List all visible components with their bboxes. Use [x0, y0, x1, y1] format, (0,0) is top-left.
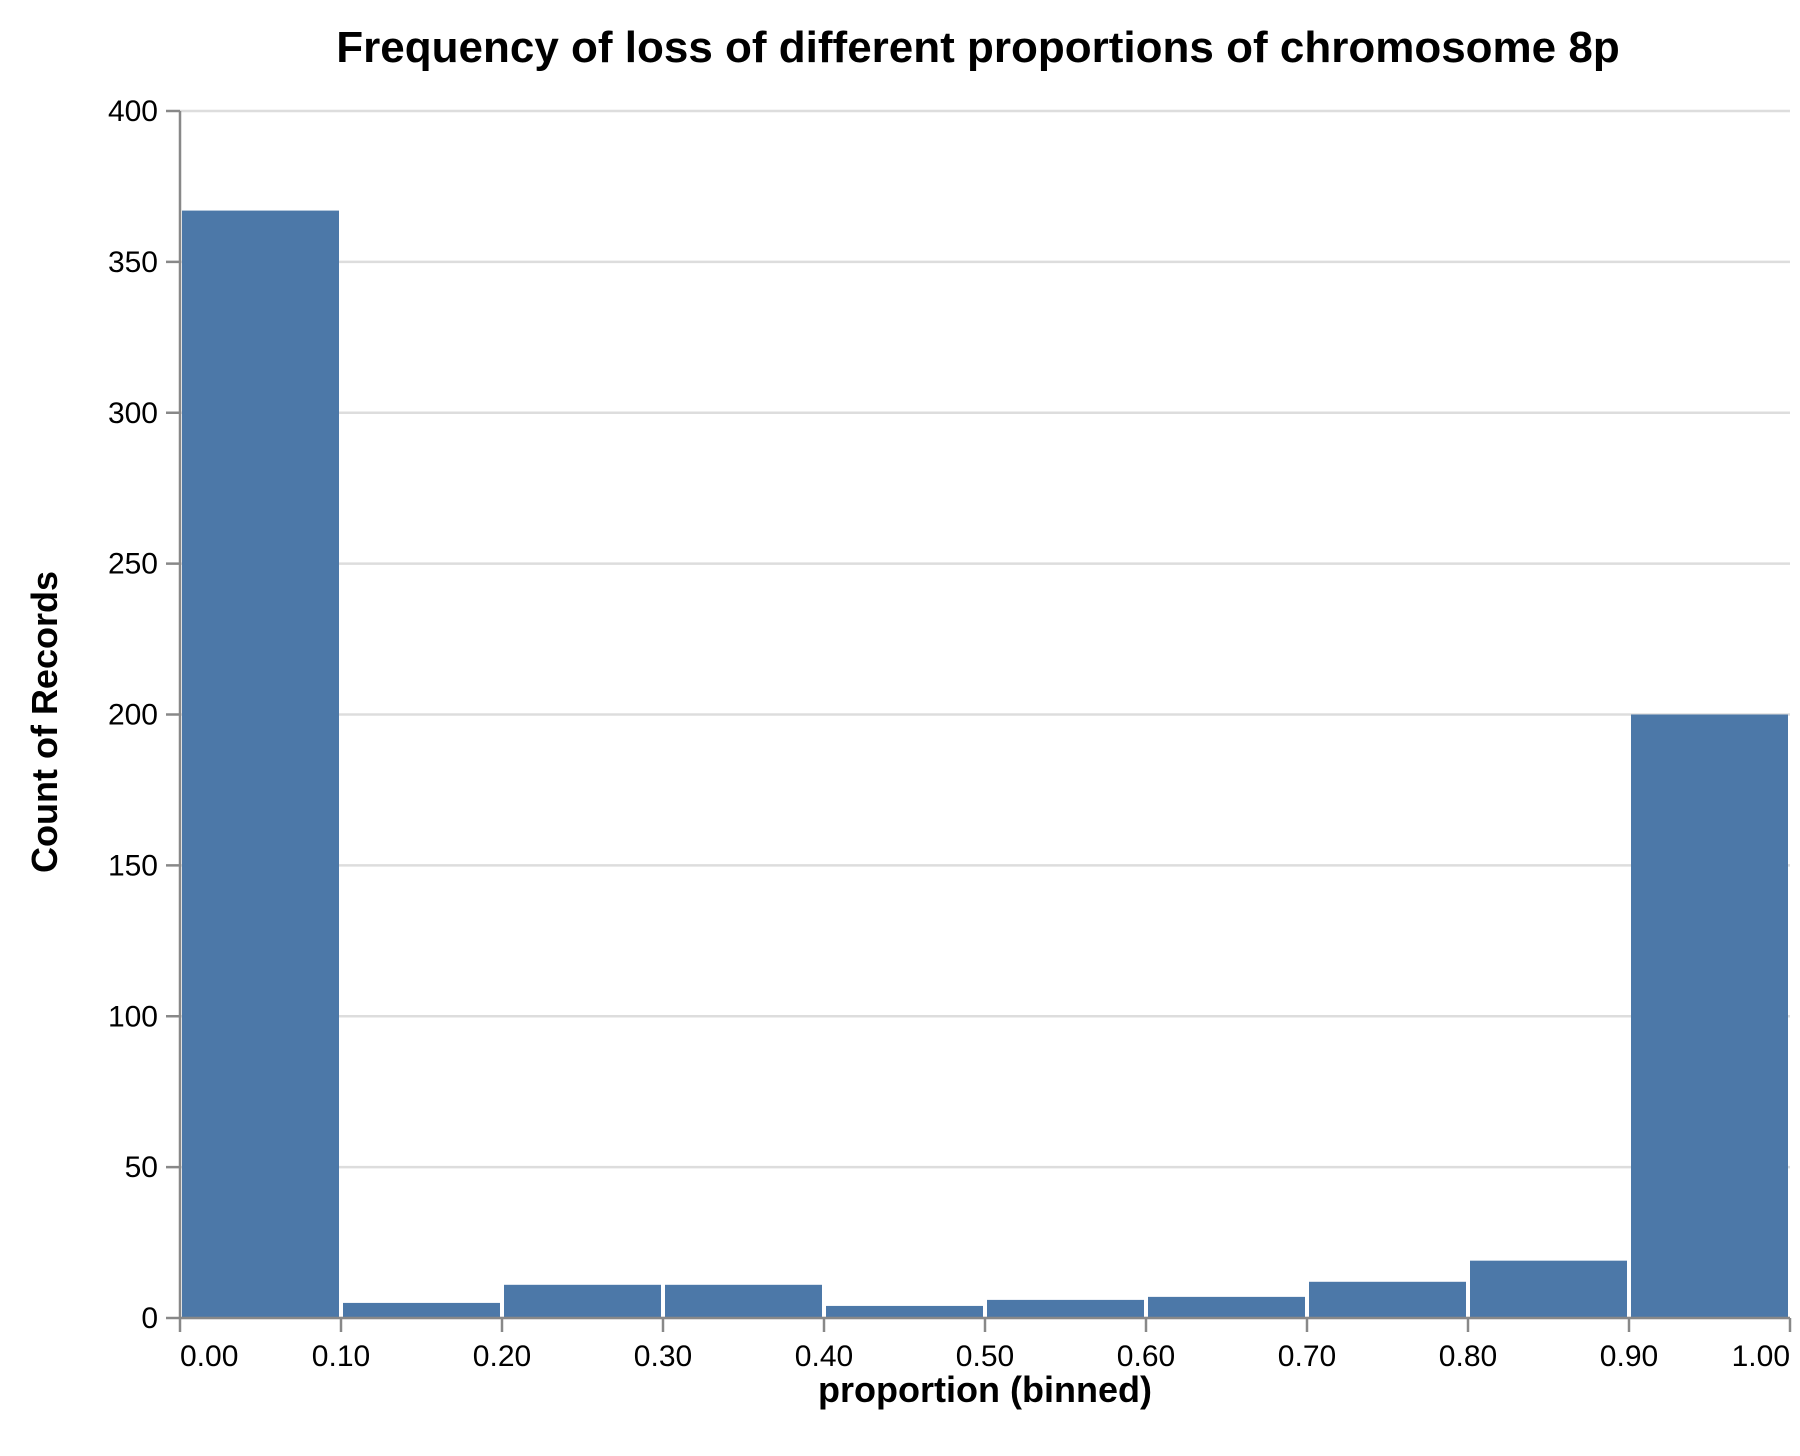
x-tick-label-0.20: 0.20 [473, 1340, 531, 1373]
bar-bin-8 [1470, 1260, 1627, 1318]
y-tick-label-100: 100 [108, 1000, 158, 1033]
bar-bin-0 [182, 210, 339, 1318]
bar-bin-3 [665, 1284, 822, 1318]
x-tick-label-0.90: 0.90 [1600, 1340, 1658, 1373]
bar-bin-1 [343, 1302, 500, 1318]
y-axis-ticks: 0 50 100 150 200 250 300 350 400 [108, 95, 180, 1335]
gridlines [180, 109, 1790, 1320]
y-tick-label-350: 350 [108, 246, 158, 279]
x-tick-label-0.60: 0.60 [1117, 1340, 1175, 1373]
x-tick-label-0.50: 0.50 [956, 1340, 1014, 1373]
y-tick-label-150: 150 [108, 849, 158, 882]
bar-bin-7 [1309, 1281, 1466, 1318]
x-tick-label-0.40: 0.40 [795, 1340, 853, 1373]
x-tick-label-0.70: 0.70 [1278, 1340, 1336, 1373]
bar-bin-9 [1631, 714, 1788, 1318]
bar-bin-4 [826, 1305, 983, 1318]
y-axis-title: Count of Records [24, 571, 65, 873]
y-tick-label-300: 300 [108, 397, 158, 430]
y-tick-label-0: 0 [141, 1302, 158, 1335]
x-tick-label-1.00: 1.00 [1732, 1340, 1790, 1373]
y-tick-label-50: 50 [125, 1151, 158, 1184]
y-tick-label-200: 200 [108, 699, 158, 732]
x-tick-label-0.00: 0.00 [180, 1340, 238, 1373]
y-tick-label-400: 400 [108, 95, 158, 128]
bar-bin-5 [987, 1299, 1144, 1318]
chart-title: Frequency of loss of different proportio… [336, 23, 1619, 72]
x-tick-label-0.30: 0.30 [634, 1340, 692, 1373]
bars [182, 210, 1788, 1318]
x-tick-label-0.10: 0.10 [312, 1340, 370, 1373]
y-tick-label-250: 250 [108, 548, 158, 581]
bar-bin-6 [1148, 1296, 1305, 1318]
x-tick-label-0.80: 0.80 [1439, 1340, 1497, 1373]
x-axis-title: proportion (binned) [818, 1369, 1152, 1410]
x-axis-ticks: 0.00 0.10 0.20 0.30 0.40 0.50 0.60 0.70 0.80 0.90… [178, 1318, 1792, 1373]
bar-bin-2 [504, 1284, 661, 1318]
